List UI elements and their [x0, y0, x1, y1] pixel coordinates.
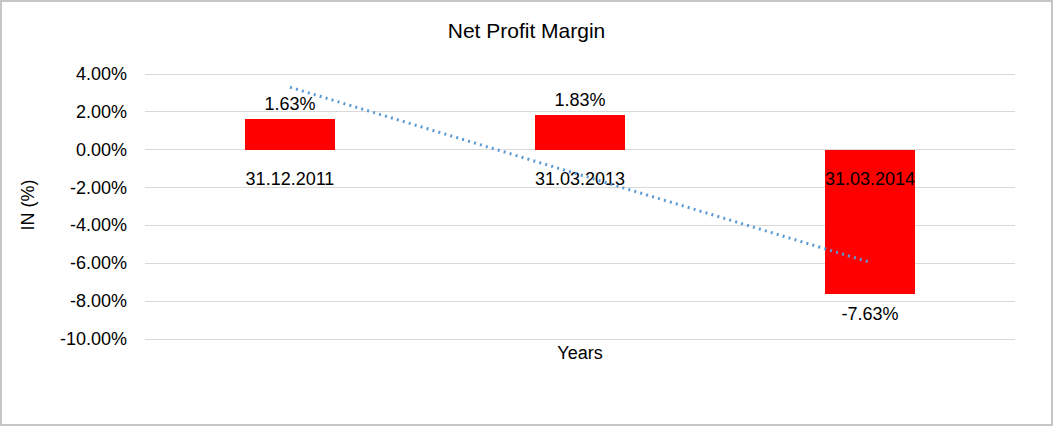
value-label: 1.83% [495, 91, 665, 109]
y-axis-tick-label: -6.00% [27, 253, 127, 273]
y-axis-tick-label: 4.00% [27, 64, 127, 84]
category-label: 31.03.2014 [785, 170, 955, 188]
category-label: 31.03.2013 [495, 170, 665, 188]
y-axis-tick-label: -8.00% [27, 291, 127, 311]
category-label: 31.12.2011 [205, 170, 375, 188]
gridline [145, 74, 1015, 75]
y-axis-tick-label: 0.00% [27, 140, 127, 160]
y-axis-tick-label: 2.00% [27, 102, 127, 122]
bar [535, 115, 625, 150]
gridline [145, 339, 1015, 340]
y-axis-tick-label: -4.00% [27, 215, 127, 235]
gridline [145, 301, 1015, 302]
y-axis-tick-label: -10.00% [27, 329, 127, 349]
y-axis-tick-label: -2.00% [27, 178, 127, 198]
chart-title: Net Profit Margin [2, 18, 1051, 44]
value-label: 1.63% [205, 95, 375, 113]
value-label: -7.63% [785, 305, 955, 323]
chart-frame: Net Profit Margin IN (%) Years 4.00%2.00… [0, 0, 1053, 426]
bar [245, 119, 335, 150]
x-axis-title: Years [145, 343, 1015, 364]
